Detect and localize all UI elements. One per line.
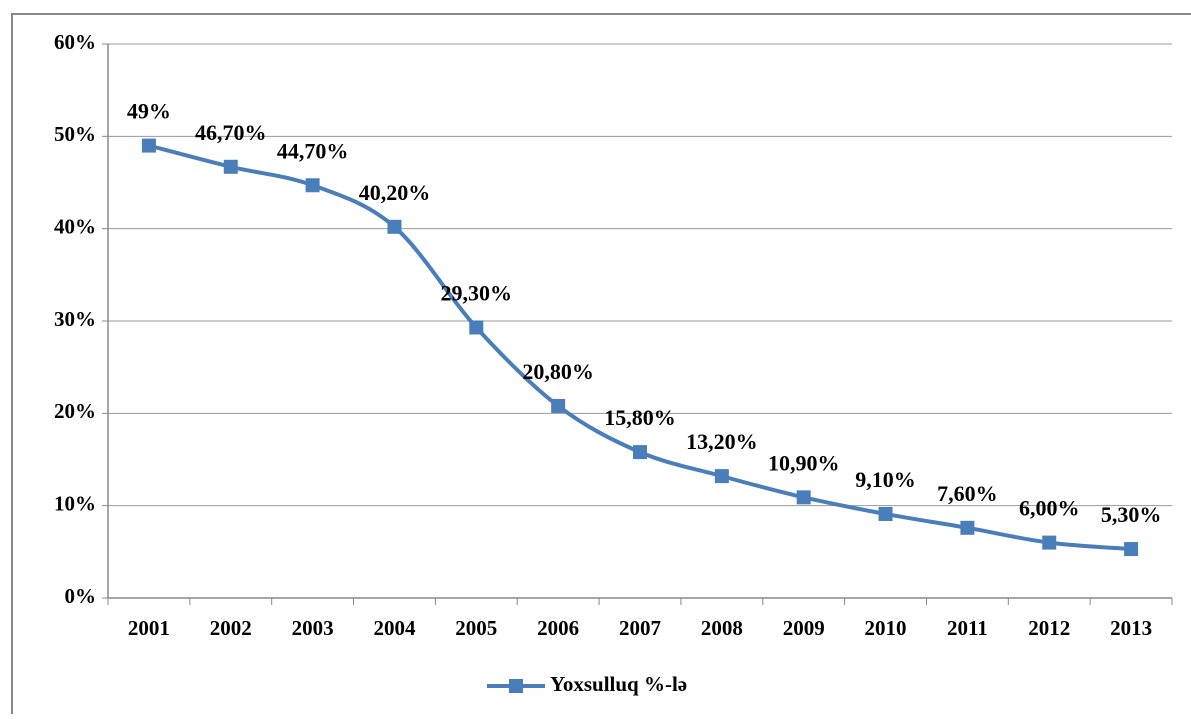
x-tick-label: 2008 [701, 616, 743, 640]
x-tick-label: 2006 [537, 616, 579, 640]
y-tick-label: 0% [65, 584, 97, 608]
marker [305, 178, 320, 193]
x-tick-label: 2007 [619, 616, 661, 640]
data-label: 15,80% [604, 405, 676, 430]
x-tick-label: 2001 [128, 616, 170, 640]
marker [796, 490, 811, 505]
marker [223, 159, 238, 174]
data-label: 20,80% [522, 359, 594, 384]
marker [960, 520, 975, 535]
x-tick-label: 2010 [865, 616, 907, 640]
x-tick-label: 2009 [783, 616, 825, 640]
chart-frame [11, 13, 1191, 719]
data-label: 7,60% [937, 481, 998, 506]
x-tick-label: 2004 [373, 616, 416, 640]
data-label: 49% [127, 99, 171, 124]
data-label: 44,70% [277, 138, 349, 163]
y-tick-label: 30% [54, 307, 96, 331]
data-label: 13,20% [686, 429, 758, 454]
y-tick-label: 60% [54, 30, 96, 54]
x-tick-label: 2013 [1110, 616, 1152, 640]
y-tick-label: 20% [54, 399, 96, 423]
y-tick-label: 10% [54, 491, 96, 515]
x-tick-label: 2003 [292, 616, 334, 640]
legend-marker [509, 679, 523, 693]
marker [633, 445, 647, 460]
x-tick-label: 2002 [210, 616, 252, 640]
data-label: 40,20% [359, 180, 431, 205]
data-label: 9,10% [855, 467, 916, 492]
marker [141, 138, 156, 153]
marker [1124, 542, 1139, 557]
y-tick-label: 50% [54, 122, 96, 146]
legend-label: Yoxsulluq %-lə [550, 672, 687, 696]
data-label: 6,00% [1019, 496, 1080, 521]
data-label: 29,30% [441, 281, 513, 306]
data-label: 10,90% [768, 450, 840, 475]
marker [551, 398, 566, 413]
x-tick-label: 2012 [1028, 616, 1070, 640]
y-tick-label: 40% [54, 214, 96, 238]
marker [1042, 535, 1057, 550]
x-tick-label: 2005 [455, 616, 497, 640]
data-label: 46,70% [195, 120, 267, 145]
data-label: 5,30% [1101, 502, 1162, 527]
marker [878, 506, 893, 521]
marker [387, 219, 402, 234]
marker [469, 320, 484, 335]
marker [714, 469, 729, 484]
x-tick-label: 2011 [947, 616, 988, 640]
